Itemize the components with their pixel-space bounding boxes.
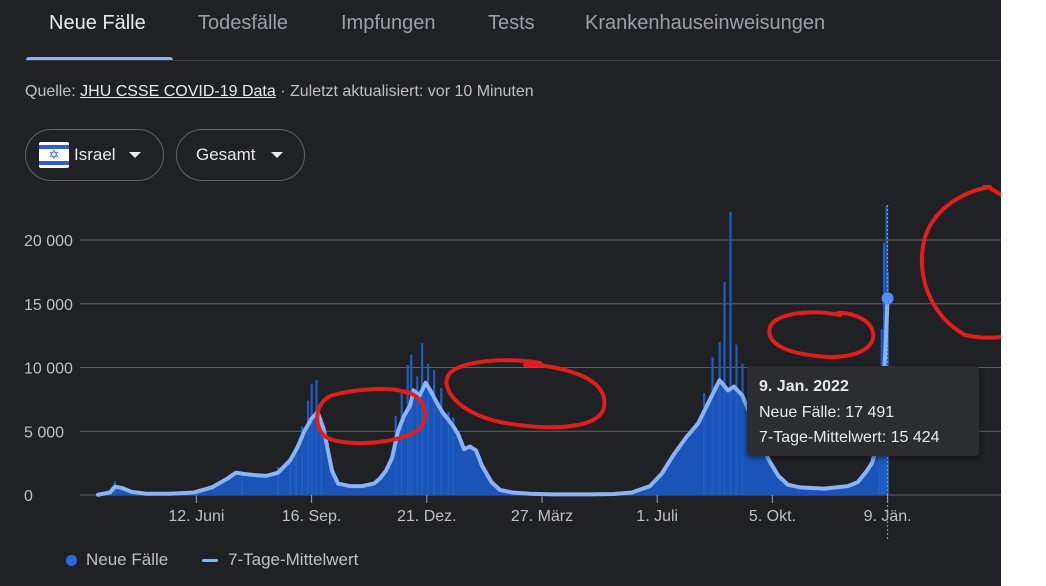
daily-cases-bar xyxy=(310,384,313,495)
mode-dropdown-label: Gesamt xyxy=(196,145,256,164)
red-annotation-circle xyxy=(767,310,876,359)
daily-cases-bar xyxy=(307,400,310,495)
israel-flag-icon: ✡ xyxy=(39,142,69,168)
tab-bar: Neue Fälle Todesfälle Impfungen Tests Kr… xyxy=(0,0,1001,61)
x-tick-label: 16. Sep. xyxy=(282,508,342,525)
daily-cases-bar xyxy=(735,344,738,495)
daily-cases-bar xyxy=(289,461,292,495)
daily-cases-bar xyxy=(394,415,397,495)
covid-chart-panel: Neue Fälle Todesfälle Impfungen Tests Kr… xyxy=(0,0,1001,586)
legend-average[interactable]: 7-Tage-Mittelwert xyxy=(228,550,359,569)
red-annotation-circle xyxy=(315,387,427,446)
caret-down-icon xyxy=(129,152,141,158)
tabs-divider xyxy=(26,60,1001,61)
source-updated: · Zuletzt aktualisiert: vor 10 Minuten xyxy=(275,83,534,100)
daily-cases-bar xyxy=(277,466,280,495)
tab-tests[interactable]: Tests xyxy=(488,12,535,34)
y-tick-label: 0 xyxy=(24,488,33,505)
daily-cases-bar xyxy=(452,417,455,495)
source-line: Quelle: JHU CSSE COVID-19 Data · Zuletzt… xyxy=(25,83,534,101)
caret-down-icon xyxy=(271,152,283,158)
daily-cases-bar xyxy=(433,370,436,495)
daily-cases-bar xyxy=(440,387,443,495)
daily-cases-bar xyxy=(729,211,732,495)
cases-chart[interactable]: 0 5 000 10 000 15 000 20 000 12. Juni 16. Sep… xyxy=(0,185,1001,545)
cases-area xyxy=(98,298,888,495)
x-tick-label: 9. Jän. xyxy=(864,508,912,525)
x-tick-label: 27. März xyxy=(511,508,573,525)
daily-cases-bar xyxy=(400,393,403,495)
hover-marker xyxy=(881,292,894,305)
source-prefix: Quelle: xyxy=(25,83,81,100)
mode-dropdown[interactable]: Gesamt xyxy=(176,129,305,181)
tooltip-date: 9. Jan. 2022 xyxy=(759,378,849,395)
x-tick-label: 5. Okt. xyxy=(749,508,796,525)
daily-cases-bar xyxy=(295,451,298,495)
tooltip-new-cases: Neue Fälle: 17 491 xyxy=(759,404,895,421)
daily-cases-bar xyxy=(421,343,424,495)
tab-hospitalizations[interactable]: Krankenhauseinweisungen xyxy=(585,12,826,34)
x-tick-label: 1. Juli xyxy=(636,508,678,525)
daily-cases-bar xyxy=(741,363,744,495)
daily-cases-bar xyxy=(703,393,706,495)
daily-cases-bar xyxy=(406,364,409,495)
red-annotation-circle xyxy=(920,185,1001,340)
x-tick-label: 21. Dez. xyxy=(397,508,457,525)
source-link[interactable]: JHU CSSE COVID-19 Data xyxy=(80,83,276,100)
daily-cases-bar xyxy=(301,426,304,495)
daily-cases-bar xyxy=(320,426,323,495)
chart-tooltip: 9. Jan. 2022 Neue Fälle: 17 491 7-Tage-M… xyxy=(747,366,979,456)
average-line xyxy=(96,296,890,497)
daily-cases-bar xyxy=(427,363,430,495)
tooltip-average: 7-Tage-Mittelwert: 15 424 xyxy=(759,429,940,446)
tab-deaths[interactable]: Todesfälle xyxy=(198,12,289,34)
legend-cases-swatch xyxy=(66,555,77,566)
red-annotation-circle xyxy=(444,358,607,430)
daily-cases-bar xyxy=(447,412,450,495)
daily-cases-bar xyxy=(416,376,419,495)
y-tick-label: 15 000 xyxy=(24,297,73,314)
y-tick-label: 10 000 xyxy=(24,361,73,378)
y-tick-label: 20 000 xyxy=(24,233,73,250)
y-tick-label: 5 000 xyxy=(24,424,64,441)
x-tick-label: 12. Juni xyxy=(168,508,224,525)
daily-cases-bar xyxy=(711,357,714,495)
legend-average-swatch xyxy=(202,559,218,562)
country-dropdown[interactable]: ✡ Israel xyxy=(25,129,164,181)
tab-new-cases[interactable]: Neue Fälle xyxy=(49,12,146,34)
daily-cases-bar xyxy=(315,380,318,495)
active-tab-indicator xyxy=(26,57,173,60)
daily-cases-bar xyxy=(241,472,244,495)
daily-cases-bar xyxy=(410,354,413,495)
tab-vaccinations[interactable]: Impfungen xyxy=(341,12,436,34)
daily-cases-bar xyxy=(718,342,721,495)
legend-new-cases[interactable]: Neue Fälle xyxy=(86,550,169,569)
country-dropdown-label: Israel xyxy=(74,145,116,164)
